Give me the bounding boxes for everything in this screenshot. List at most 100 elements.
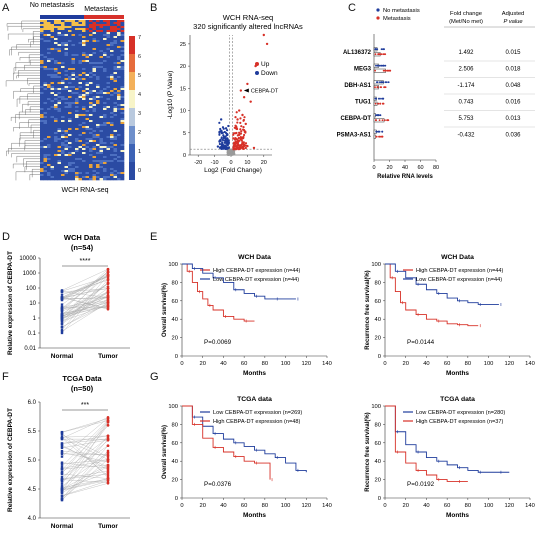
heatmap-cell [47, 106, 51, 109]
heatmap-cell [96, 132, 100, 135]
heatmap-cell [103, 116, 107, 119]
heatmap-cell [103, 146, 107, 149]
heatmap-cell [50, 66, 55, 69]
heatmap-cell [96, 126, 100, 129]
heatmap-cell [50, 104, 55, 107]
heatmap-cell [75, 38, 79, 41]
heatmap-cell [43, 72, 48, 75]
bar-point-no-met [376, 64, 379, 67]
heatmap-cell [113, 160, 118, 163]
km-y-tick-label: 40 [172, 317, 178, 323]
heatmap-cell [120, 126, 125, 129]
heatmap-cell [117, 138, 121, 141]
heatmap-cell [110, 130, 114, 133]
heatmap-cell [61, 68, 65, 71]
heatmap-cell [117, 42, 121, 45]
heatmap-cell [71, 30, 76, 33]
heatmap-cell [54, 122, 58, 125]
colorbar-segment [129, 36, 135, 54]
heatmap-cell [61, 22, 65, 25]
heatmap-cell [110, 114, 114, 117]
bar-point-met [380, 53, 383, 56]
heatmap-cell [103, 148, 107, 151]
heatmap-cell [113, 72, 118, 75]
heatmap-cell [47, 120, 51, 123]
heatmap-cell [92, 140, 97, 143]
heatmap-cell [113, 54, 118, 57]
heatmap-cell [117, 34, 121, 37]
heatmap-cell [113, 116, 118, 119]
heatmap-cell [99, 54, 104, 57]
heatmap-cell [110, 168, 114, 171]
heatmap-cell [50, 162, 55, 165]
volcano-point-up [240, 125, 243, 128]
km-y-label: Recurrence free survival(%) [365, 270, 371, 349]
heatmap-cell [89, 72, 93, 75]
heatmap-cell [113, 176, 118, 179]
heatmap-cell [50, 120, 55, 123]
heatmap-cell [71, 90, 76, 93]
heatmap-cell [40, 144, 44, 147]
km-y-tick-label: 60 [375, 299, 381, 305]
heatmap-cell [99, 56, 104, 59]
heatmap-cell [61, 166, 65, 169]
paired-line [61, 439, 109, 493]
heatmap-cell [64, 80, 69, 83]
heatmap-cell [89, 164, 93, 167]
heatmap-cell [92, 84, 97, 87]
paired-line [61, 421, 109, 481]
heatmap-cell [57, 40, 62, 43]
heatmap-cell [92, 92, 97, 95]
heatmap-cell [110, 106, 114, 109]
heatmap-cell [117, 58, 121, 61]
heatmap-cell [110, 56, 114, 59]
heatmap-cell [106, 68, 111, 71]
heatmap-cell [75, 66, 79, 69]
heatmap-cell [43, 168, 48, 171]
heatmap-cell [40, 66, 44, 69]
heatmap-cell [89, 106, 93, 109]
heatmap-cell [61, 70, 65, 73]
heatmap-cell [96, 166, 100, 169]
heatmap-cell [43, 36, 48, 39]
heatmap-cell [47, 36, 51, 39]
heatmap-cell [75, 130, 79, 133]
heatmap-cell [71, 40, 76, 43]
heatmap-cell [47, 126, 51, 129]
heatmap-cell [110, 124, 114, 127]
heatmap-cell [47, 114, 51, 117]
heatmap-cell [117, 28, 121, 31]
heatmap-cell [68, 80, 72, 83]
heatmap-group-bar-right [84, 15, 124, 19]
heatmap-cell [92, 130, 97, 133]
heatmap-cell [61, 104, 65, 107]
volcano-point-up [246, 82, 249, 86]
heatmap-cell [71, 58, 76, 61]
heatmap-cell [110, 162, 114, 165]
heatmap-cell [85, 152, 90, 155]
heatmap-cell [117, 106, 121, 109]
heatmap-cell [71, 114, 76, 117]
heatmap-cell [117, 166, 121, 169]
heatmap-cell [75, 142, 79, 145]
heatmap-cell [106, 28, 111, 31]
heatmap-cell [47, 56, 51, 59]
paired-line [61, 297, 109, 300]
colorbar-tick-label: 7 [138, 35, 141, 41]
km-x-tick-label: 0 [180, 503, 183, 509]
heatmap-cell [92, 146, 97, 149]
heatmap-cell [99, 126, 104, 129]
heatmap-cell [113, 126, 118, 129]
heatmap-cell [71, 136, 76, 139]
heatmap-cell [71, 64, 76, 67]
heatmap-cell [110, 120, 114, 123]
heatmap-cell [71, 126, 76, 129]
heatmap-cell [43, 142, 48, 145]
heatmap-cell [61, 50, 65, 53]
heatmap-cell [103, 74, 107, 77]
paired-y-tick-label: 5.5 [28, 429, 37, 435]
heatmap-cell [99, 100, 104, 103]
heatmap-cell [40, 72, 44, 75]
heatmap-cell [40, 82, 44, 85]
heatmap-cell [71, 146, 76, 149]
